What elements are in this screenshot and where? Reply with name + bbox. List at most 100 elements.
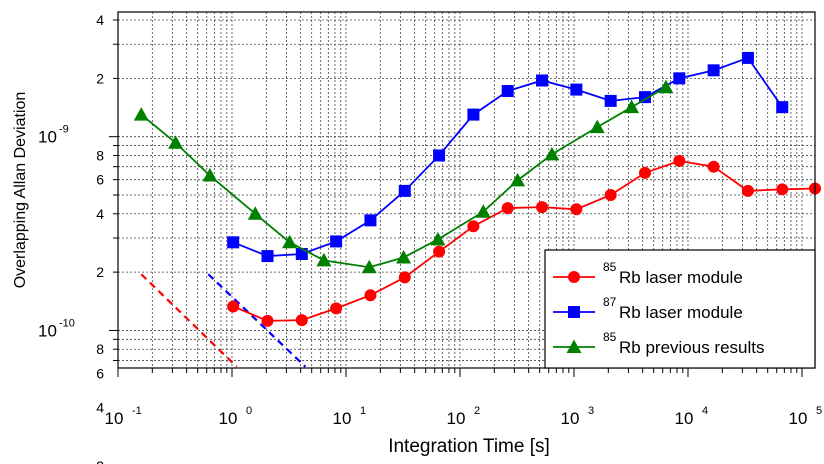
data-point (536, 74, 549, 87)
y-tick-label: 8 (96, 341, 104, 357)
tick-labels: 10-1100101102103104105246810-10246810-92… (38, 12, 822, 464)
data-point (624, 99, 640, 114)
y-tick-label: 10 (38, 321, 57, 340)
data-point (536, 201, 549, 214)
data-point (247, 206, 263, 220)
y-tick-label: 6 (96, 365, 104, 381)
data-point (467, 220, 480, 233)
data-point (168, 135, 184, 149)
legend-label-superscript: 85 (603, 260, 617, 274)
legend-marker (566, 339, 582, 353)
legend-label-superscript: 85 (603, 330, 617, 344)
data-point (361, 259, 377, 274)
legend-label: Rb previous results (619, 338, 765, 357)
data-point (433, 149, 446, 162)
y-tick-label-exponent: -10 (59, 317, 75, 329)
y-axis-label: Overlapping Allan Deviation (12, 92, 29, 289)
data-point (330, 302, 343, 315)
plot-frame (117, 11, 816, 369)
data-point (364, 289, 377, 302)
x-tick-label: 10 (675, 409, 694, 428)
y-tick-label: 2 (96, 70, 104, 86)
data-point (227, 236, 240, 249)
x-tick-label-exponent: 3 (588, 405, 594, 417)
data-point (741, 184, 754, 197)
x-tick-label-exponent: 0 (246, 405, 252, 417)
legend-marker (568, 306, 580, 318)
data-point (261, 250, 274, 263)
data-point (202, 168, 218, 182)
data-point (295, 248, 308, 261)
data-point (261, 314, 274, 327)
legend-box (544, 249, 816, 369)
data-point (282, 234, 298, 249)
data-point (398, 271, 411, 284)
data-point (398, 184, 411, 197)
data-point (673, 72, 686, 85)
legend-label: Rb laser module (619, 303, 743, 322)
data-point (501, 202, 514, 215)
data-point (364, 214, 377, 227)
x-tick-label: 10 (561, 409, 580, 428)
data-point (295, 314, 308, 327)
data-point (570, 203, 583, 216)
reference-dashed-line (207, 273, 307, 368)
y-tick-label: 6 (96, 172, 104, 188)
data-point (396, 249, 412, 264)
x-tick-label-exponent: 1 (360, 405, 366, 417)
data-point (133, 107, 149, 121)
data-point (467, 108, 480, 121)
data-point (544, 146, 560, 161)
x-axis-label: Integration Time [s] (388, 436, 550, 457)
data-point (570, 83, 583, 96)
data-point (227, 300, 240, 313)
data-point (776, 183, 789, 196)
y-tick-label-exponent: -9 (59, 124, 69, 136)
data-point (707, 160, 720, 173)
data-point (604, 94, 617, 107)
x-tick-label-exponent: 5 (816, 405, 822, 417)
y-tick-label: 4 (96, 12, 104, 28)
y-tick-label: 4 (96, 400, 104, 416)
x-tick-label: 10 (219, 409, 238, 428)
data-point (501, 85, 514, 98)
x-tick-label-exponent: 4 (702, 405, 708, 417)
series-line (232, 159, 816, 322)
data-point (475, 204, 491, 218)
series-square (227, 51, 789, 263)
data-series (133, 51, 821, 327)
series-triangle (133, 79, 674, 274)
x-tick-label: 10 (333, 409, 352, 428)
legend-label: Rb laser module (619, 268, 743, 287)
x-tick-label: 10 (447, 409, 466, 428)
data-point (638, 166, 651, 179)
data-point (776, 101, 789, 114)
data-point (510, 172, 526, 187)
y-tick-label: 2 (96, 264, 104, 280)
x-tick-label-exponent: 2 (474, 405, 480, 417)
legend-label-superscript: 87 (603, 295, 617, 309)
data-point (741, 51, 754, 64)
x-tick-label-exponent: -1 (132, 405, 142, 417)
legend-marker (568, 271, 580, 283)
data-point (589, 119, 605, 134)
data-point (604, 189, 617, 202)
y-tick-label: 2 (96, 458, 104, 464)
data-point (330, 235, 343, 248)
series-line (140, 86, 667, 269)
x-tick-label: 10 (105, 409, 124, 428)
data-point (658, 79, 674, 94)
x-tick-label: 10 (789, 409, 808, 428)
y-tick-label: 10 (38, 128, 57, 147)
y-tick-label: 8 (96, 147, 104, 163)
reference-dashed-line (140, 273, 238, 368)
data-point (433, 245, 446, 258)
series-circle (227, 154, 821, 327)
y-tick-label: 4 (96, 206, 104, 222)
axis-ticks (109, 19, 803, 377)
